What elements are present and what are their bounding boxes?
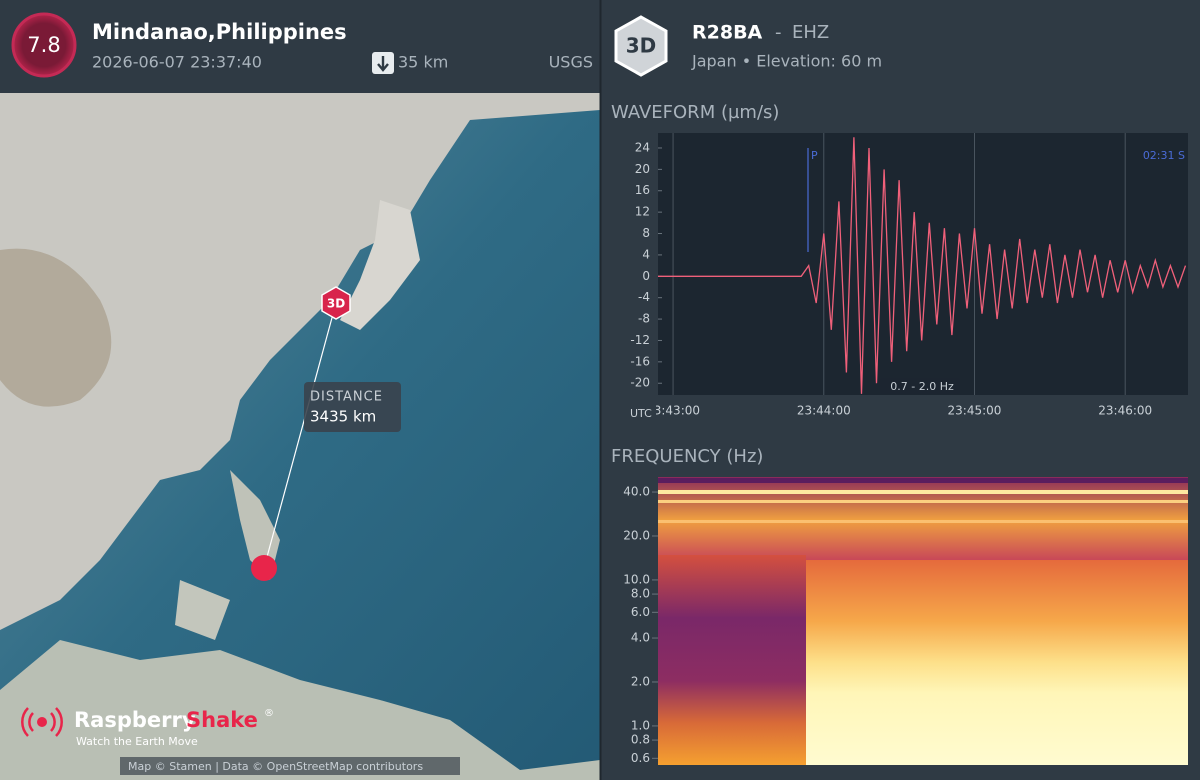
logo-dot — [37, 717, 47, 727]
event-source: USGS — [549, 53, 593, 72]
y-tick-label: 4 — [642, 247, 650, 261]
station-location: Japan • Elevation: 60 m — [691, 52, 882, 71]
map-land — [340, 200, 420, 330]
attribution-box — [120, 757, 460, 775]
station-marker-label: 3D — [327, 297, 345, 311]
y-tick-label: 4.0 — [631, 631, 650, 645]
event-header — [0, 0, 600, 93]
y-tick-label: 10.0 — [623, 572, 650, 586]
y-tick-label: 8 — [642, 226, 650, 240]
spectrogram-band — [658, 490, 1188, 494]
distance-line — [263, 302, 337, 569]
spectrogram — [658, 477, 1188, 765]
station-badge-label: 3D — [626, 34, 657, 58]
y-tick-label: 1.0 — [631, 718, 650, 732]
map-land — [0, 248, 112, 407]
y-tick-label: -16 — [630, 354, 650, 368]
y-tick-label: 40.0 — [623, 485, 650, 499]
p-label: P — [811, 149, 818, 162]
filter-box — [880, 378, 960, 394]
distance-value: 3435 km — [310, 408, 376, 426]
map: 3D DISTANCE 3435 km Raspberry Shake ® Wa… — [0, 93, 600, 780]
spectrogram-signal — [806, 560, 1188, 765]
distance-label: DISTANCE — [310, 390, 383, 405]
map-land — [230, 470, 280, 580]
y-tick-label: -12 — [630, 333, 650, 347]
y-tick-label: 6.0 — [631, 605, 650, 619]
station-marker[interactable] — [321, 286, 351, 320]
frequency-title: FREQUENCY (Hz) — [611, 446, 763, 467]
x-tick-label: 23:46:00 — [1098, 404, 1152, 418]
event-place: Mindanao,Philippines — [92, 20, 347, 44]
frequency-axis: 40.0 20.0 10.08.0 6.0 4.0 2.0 1.00.8 0.6 — [623, 485, 658, 765]
spectrogram-band — [658, 500, 1188, 503]
waveform-title: WAVEFORM (µm/s) — [611, 102, 779, 123]
brand-logo — [21, 707, 63, 737]
epicenter[interactable] — [251, 555, 277, 581]
spectrogram-band — [658, 520, 1188, 523]
x-tick-label: 23:43:00 — [646, 404, 700, 418]
station-separator: - — [775, 22, 782, 43]
s-label: 02:31 S — [1143, 149, 1185, 162]
y-tick-label: 0.8 — [631, 733, 650, 747]
waveform-plot — [658, 133, 1188, 395]
y-tick-label: 20.0 — [623, 528, 650, 542]
map-land — [0, 640, 600, 780]
brand-accent: Shake — [186, 708, 258, 732]
x-axis-label: UTC — [630, 407, 652, 420]
y-tick-label: -4 — [638, 290, 650, 304]
y-tick-label: 20 — [635, 162, 650, 176]
y-tick-label: 0 — [642, 269, 650, 283]
y-tick-label: 12 — [635, 205, 650, 219]
y-tick-label: -20 — [630, 376, 650, 390]
magnitude: 7.8 — [27, 33, 60, 57]
brand-mark: ® — [264, 708, 274, 719]
waveform-trace — [658, 137, 1187, 394]
brand-main: Raspberry — [74, 708, 196, 732]
magnitude-badge — [11, 12, 77, 78]
depth-arrow — [377, 56, 389, 72]
y-tick-label: 24 — [635, 140, 650, 154]
station-channel: EHZ — [792, 22, 829, 43]
y-tick-label: 8.0 — [631, 587, 650, 601]
event-depth: 35 km — [398, 53, 448, 72]
x-tick-label: 23:44:00 — [797, 404, 851, 418]
spectrogram-quiet — [658, 555, 806, 765]
y-tick-label: -8 — [638, 312, 650, 326]
x-tick-label: 23:45:00 — [948, 404, 1002, 418]
station-badge — [614, 15, 668, 77]
spectrogram-band — [658, 478, 1188, 483]
map-attribution[interactable]: Map © Stamen | Data © OpenStreetMap cont… — [128, 760, 423, 773]
y-tick-label: 0.6 — [631, 751, 650, 765]
station-code: R28BA — [692, 22, 763, 44]
brand-tagline: Watch the Earth Move — [76, 735, 198, 748]
map-land — [175, 580, 230, 640]
y-tick-label: 2.0 — [631, 674, 650, 688]
event-time: 2026-06-07 23:37:40 — [92, 53, 262, 72]
filter-label: 0.7 - 2.0 Hz — [890, 380, 954, 393]
logo-waves — [21, 707, 63, 737]
y-tick-label: 16 — [635, 183, 650, 197]
waveform-chart: 23:43:00 23:44:00 23:45:00 23:46:00 24 20 16 12… — [630, 133, 1187, 418]
map-land — [0, 93, 600, 630]
utc-mask — [626, 402, 654, 420]
distance-box — [304, 382, 401, 432]
